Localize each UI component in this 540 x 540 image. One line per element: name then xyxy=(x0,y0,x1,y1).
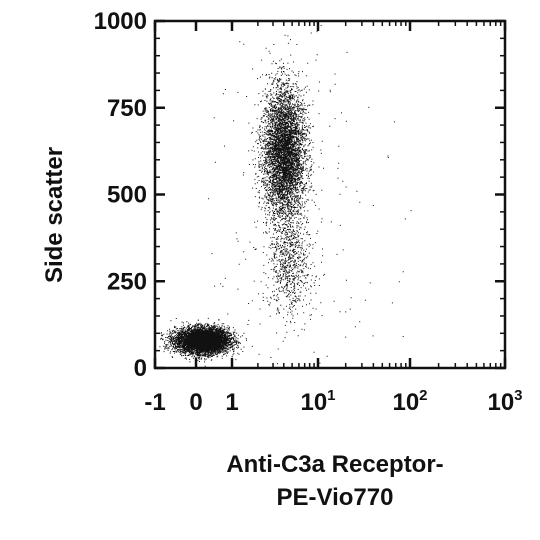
x-tick-label: 102 xyxy=(392,387,427,416)
x-tick-label: 101 xyxy=(300,387,335,416)
x-tick-label: 103 xyxy=(487,387,522,416)
plot-frame xyxy=(153,19,507,370)
y-tick-label: 750 xyxy=(107,95,147,122)
y-tick-label: 250 xyxy=(107,268,147,295)
x-axis-label-line-2: PE-Vio770 xyxy=(277,484,394,511)
x-tick-label: 1 xyxy=(225,389,238,416)
y-tick-label: 1000 xyxy=(94,8,147,35)
event-dots xyxy=(159,25,412,367)
x-axis: -1 0 1 101 102 103 xyxy=(144,21,523,416)
data-points xyxy=(159,25,412,367)
y-tick-label: 0 xyxy=(134,355,147,382)
x-axis-label-line-1: Anti-C3a Receptor- xyxy=(226,451,443,478)
x-tick-label: 0 xyxy=(189,389,202,416)
y-axis: 0 250 500 750 1000 xyxy=(94,8,505,382)
y-axis-label: Side scatter xyxy=(41,147,68,283)
y-tick-label: 500 xyxy=(107,182,147,209)
x-tick-label: -1 xyxy=(144,389,165,416)
